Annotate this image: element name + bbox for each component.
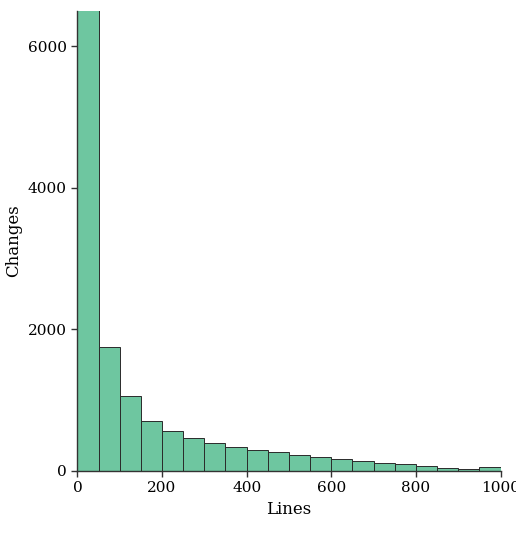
Bar	[204, 443, 225, 471]
Bar	[416, 466, 437, 471]
Bar	[395, 464, 416, 471]
Bar	[310, 457, 331, 471]
Bar	[120, 396, 141, 471]
Bar	[99, 347, 120, 471]
Bar	[352, 461, 374, 471]
Bar	[458, 469, 479, 471]
Bar	[289, 455, 310, 471]
Bar	[268, 453, 289, 471]
Bar	[162, 431, 183, 471]
X-axis label: Lines: Lines	[266, 501, 312, 518]
Bar	[437, 468, 458, 471]
Bar	[331, 459, 352, 471]
Bar	[77, 0, 99, 471]
Bar	[479, 467, 501, 471]
Bar	[183, 438, 204, 471]
Bar	[225, 447, 247, 471]
Bar	[247, 449, 268, 471]
Bar	[141, 421, 162, 471]
Bar	[374, 463, 395, 471]
Y-axis label: Changes: Changes	[6, 204, 22, 277]
